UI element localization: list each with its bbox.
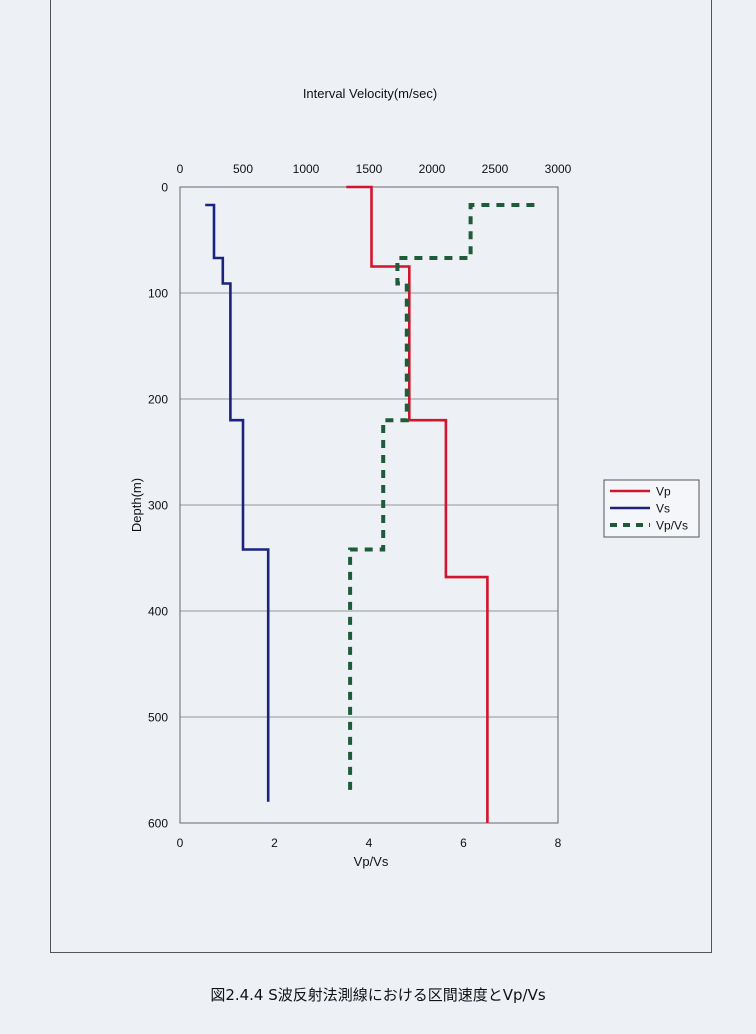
chart-title: Interval Velocity(m/sec) xyxy=(303,86,437,101)
series-line-vp-vs xyxy=(348,203,535,797)
figure-caption: 図2.4.4 S波反射法測線における区間速度とVp/Vs xyxy=(210,986,546,1004)
tick-labels: 0 100 200 300 400 500 600 0 500 1000 1500 2000 2500 3… xyxy=(148,162,572,850)
y-axis-label: Depth(m) xyxy=(129,478,144,532)
figure-frame xyxy=(50,0,712,953)
legend-label-vp-vs: Vp/Vs xyxy=(656,519,688,533)
series-line-vs xyxy=(205,203,270,802)
gridlines xyxy=(180,292,558,718)
y-tick-label: 500 xyxy=(148,711,168,725)
series-line-vp xyxy=(346,185,489,823)
legend: Vp Vs Vp/Vs xyxy=(603,479,700,538)
legend-label-vp: Vp xyxy=(656,485,671,499)
x-axis-bottom-label: Vp/Vs xyxy=(354,854,389,869)
y-tick-label: 300 xyxy=(148,499,168,513)
x-top-tick-label: 500 xyxy=(233,162,253,176)
x-top-tick-label: 0 xyxy=(177,162,184,176)
x-top-tick-label: 3000 xyxy=(545,162,572,176)
x-bottom-tick-label: 4 xyxy=(366,836,373,850)
x-bottom-tick-label: 8 xyxy=(555,836,562,850)
x-bottom-tick-label: 2 xyxy=(271,836,278,850)
series-layer xyxy=(205,185,535,823)
x-top-tick-label: 1500 xyxy=(356,162,383,176)
y-tick-label: 100 xyxy=(148,287,168,301)
legend-label-vs: Vs xyxy=(656,502,670,516)
x-top-tick-label: 2500 xyxy=(482,162,509,176)
interval-velocity-chart: Interval Velocity(m/sec) Vp/Vs Depth(m) … xyxy=(129,86,700,869)
y-tick-label: 400 xyxy=(148,605,168,619)
x-bottom-tick-label: 0 xyxy=(177,836,184,850)
x-bottom-tick-label: 6 xyxy=(460,836,467,850)
y-tick-label: 0 xyxy=(161,181,168,195)
x-top-tick-label: 2000 xyxy=(419,162,446,176)
x-top-tick-label: 1000 xyxy=(293,162,320,176)
y-tick-label: 200 xyxy=(148,393,168,407)
y-tick-label: 600 xyxy=(148,817,168,831)
